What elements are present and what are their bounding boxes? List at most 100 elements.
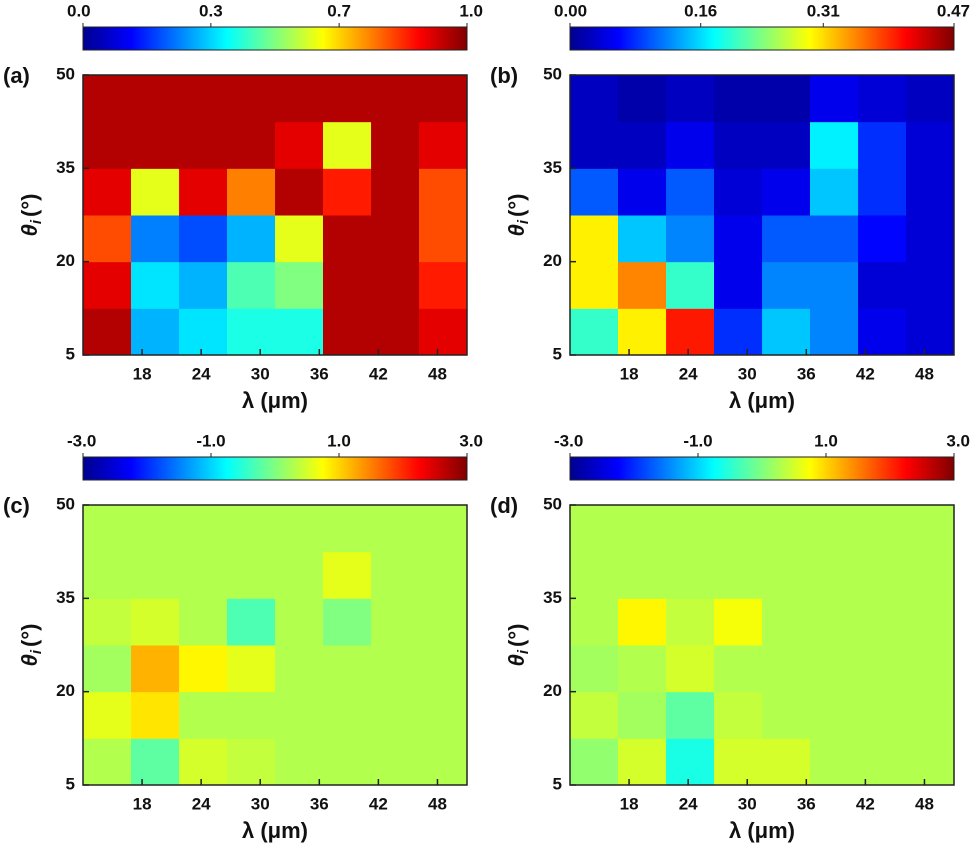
x-tick-label: 36 (797, 364, 816, 383)
colorbar-tick-label: -1.0 (196, 431, 225, 450)
colorbar (82, 456, 468, 481)
heat-cell (179, 505, 228, 553)
heat-cell (618, 598, 667, 646)
heat-cell (906, 738, 955, 786)
y-label-subscript: i (28, 649, 45, 654)
heat-cell (227, 261, 276, 309)
heat-cell (858, 215, 907, 263)
heat-cell (570, 121, 619, 169)
heat-cell (419, 215, 468, 263)
y-tick-label: 50 (56, 494, 75, 513)
x-tick-label: 36 (310, 364, 329, 383)
y-tick-label: 5 (66, 344, 75, 363)
y-tick-label: 20 (543, 251, 562, 270)
y-axis-label: θi (°) (504, 624, 532, 667)
heat-cell (906, 121, 955, 169)
colorbar (82, 26, 468, 51)
heat-cell (618, 505, 667, 553)
heat-cell (83, 215, 132, 263)
heat-cell (83, 598, 132, 646)
heat-cell (570, 75, 619, 123)
heat-cell (762, 691, 811, 739)
y-label-subscript: i (28, 219, 45, 224)
heat-cell (371, 598, 420, 646)
heat-cell (858, 121, 907, 169)
heat-cell (666, 598, 715, 646)
y-tick-label: 5 (66, 774, 75, 793)
heat-cell (275, 308, 324, 356)
heat-cell (570, 215, 619, 263)
heat-cell (131, 645, 180, 693)
colorbar-tick-label: -1.0 (683, 431, 712, 450)
heat-cell (227, 738, 276, 786)
heat-cell (810, 505, 859, 553)
plot-frame (569, 504, 955, 786)
x-tick-label: 30 (251, 364, 270, 383)
x-tick-label: 30 (738, 794, 757, 813)
heat-cell (762, 505, 811, 553)
y-tick-label: 35 (56, 158, 75, 177)
heat-cell (275, 261, 324, 309)
heat-cell (131, 261, 180, 309)
heat-cell (666, 75, 715, 123)
y-label-subscript: i (515, 649, 532, 654)
heat-cell (570, 738, 619, 786)
heat-cell (618, 551, 667, 599)
heat-cell (714, 215, 763, 263)
y-label-unit: (°) (504, 624, 529, 647)
heat-cell (714, 121, 763, 169)
heat-cell (179, 691, 228, 739)
x-axis-label: λ (μm) (242, 388, 308, 413)
heat-cell (762, 738, 811, 786)
y-tick-label: 50 (543, 64, 562, 83)
heat-cell (227, 551, 276, 599)
heat-cell (570, 645, 619, 693)
colorbar-tick-label: 0.00 (554, 1, 587, 20)
heat-cell (666, 261, 715, 309)
heat-cell (762, 75, 811, 123)
heat-cell (275, 598, 324, 646)
x-tick-label: 42 (369, 364, 388, 383)
heat-cell (131, 168, 180, 216)
heat-cell (179, 215, 228, 263)
x-tick-label: 36 (310, 794, 329, 813)
y-label-symbol: θ (17, 224, 42, 236)
heat-cell (714, 168, 763, 216)
heat-cell (323, 261, 372, 309)
x-tick-label: 24 (192, 794, 211, 813)
heat-cell (762, 261, 811, 309)
heat-cell (419, 691, 468, 739)
heat-cell (810, 121, 859, 169)
heat-cell (570, 505, 619, 553)
heat-cell (275, 121, 324, 169)
heat-cell (131, 121, 180, 169)
heat-cell (618, 308, 667, 356)
heat-cell (618, 738, 667, 786)
colorbar-tick-label: 1.0 (814, 431, 838, 450)
heat-cell (131, 551, 180, 599)
heat-cell (419, 75, 468, 123)
heat-cell (419, 121, 468, 169)
colorbar-tick-label: -3.0 (67, 431, 96, 450)
heat-cell (570, 691, 619, 739)
heat-cell (131, 505, 180, 553)
y-tick-label: 20 (543, 681, 562, 700)
heat-cell (666, 215, 715, 263)
heat-cell (419, 598, 468, 646)
heat-cell (666, 645, 715, 693)
heat-cell (227, 645, 276, 693)
heat-cell (131, 598, 180, 646)
heat-cell (810, 645, 859, 693)
heat-cell (858, 645, 907, 693)
x-tick-label: 18 (620, 794, 639, 813)
y-tick-label: 50 (56, 64, 75, 83)
heat-cell (618, 645, 667, 693)
heat-cell (131, 308, 180, 356)
x-tick-label: 42 (369, 794, 388, 813)
heat-cell (419, 645, 468, 693)
x-tick-label: 18 (620, 364, 639, 383)
heat-cell (179, 261, 228, 309)
heat-cell (810, 168, 859, 216)
x-axis-label: λ (μm) (729, 818, 795, 843)
panel-label: (c) (3, 493, 30, 518)
